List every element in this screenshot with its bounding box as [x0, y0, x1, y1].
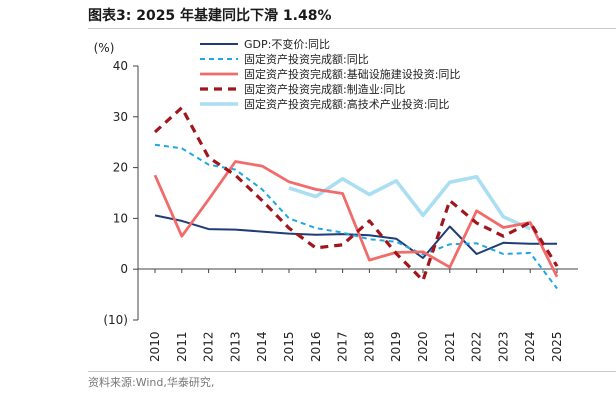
- y-tick-label: 30: [113, 110, 128, 124]
- y-axis-ticks: (10) 0 10 20 30 40: [103, 59, 138, 327]
- source-note: 资料来源:Wind,华泰研究,: [88, 376, 215, 389]
- x-tick-label: 2023: [496, 331, 510, 362]
- x-tick-label: 2018: [362, 331, 376, 362]
- x-tick-label: 2019: [389, 331, 403, 362]
- legend-label-1: 固定资产投资完成额:同比: [244, 52, 369, 66]
- legend-label-2: 固定资产投资完成额:基础设施建设投资:同比: [244, 67, 460, 81]
- x-tick-label: 2025: [550, 331, 564, 362]
- series-line-2: [153, 160, 559, 278]
- y-tick-label: 20: [113, 161, 128, 175]
- series-line-4: [288, 174, 531, 231]
- series-lines: [153, 106, 559, 290]
- y-tick-label: 0: [120, 262, 128, 276]
- x-tick-label: 2015: [282, 331, 296, 362]
- source-divider: [88, 371, 616, 372]
- x-tick-label: 2021: [443, 331, 457, 362]
- y-axis-unit: (%): [94, 41, 115, 55]
- legend: GDP:不变价:同比固定资产投资完成额:同比固定资产投资完成额:基础设施建设投资…: [200, 37, 460, 111]
- series-line-1: [154, 143, 558, 290]
- y-tick-label: 10: [113, 211, 128, 225]
- legend-label-0: GDP:不变价:同比: [244, 37, 330, 51]
- x-tick-label: 2022: [470, 331, 484, 362]
- x-tick-label: 2011: [175, 331, 189, 362]
- x-tick-label: 2013: [228, 331, 242, 362]
- x-axis-ticks: 2010 2011 2012 2013 2014 2015 2016 2017 2018 2019…: [148, 269, 564, 362]
- title-divider: [88, 28, 616, 29]
- x-tick-label: 2020: [416, 331, 430, 362]
- legend-label-3: 固定资产投资完成额:制造业:同比: [244, 82, 405, 96]
- series-line-0: [154, 214, 557, 259]
- legend-label-4: 固定资产投资完成额:高技术产业投资:同比: [244, 97, 449, 111]
- x-tick-label: 2014: [255, 331, 269, 362]
- x-tick-label: 2017: [336, 331, 350, 362]
- x-tick-label: 2010: [148, 331, 162, 362]
- x-tick-label: 2012: [202, 331, 216, 362]
- x-tick-label: 2024: [523, 331, 537, 362]
- x-tick-label: 2016: [309, 331, 323, 362]
- y-tick-label: (10): [103, 313, 128, 327]
- figure-title: 图表3: 2025 年基建同比下滑 1.48%: [88, 8, 332, 24]
- y-tick-label: 40: [113, 59, 128, 73]
- series-line-3: [153, 106, 559, 282]
